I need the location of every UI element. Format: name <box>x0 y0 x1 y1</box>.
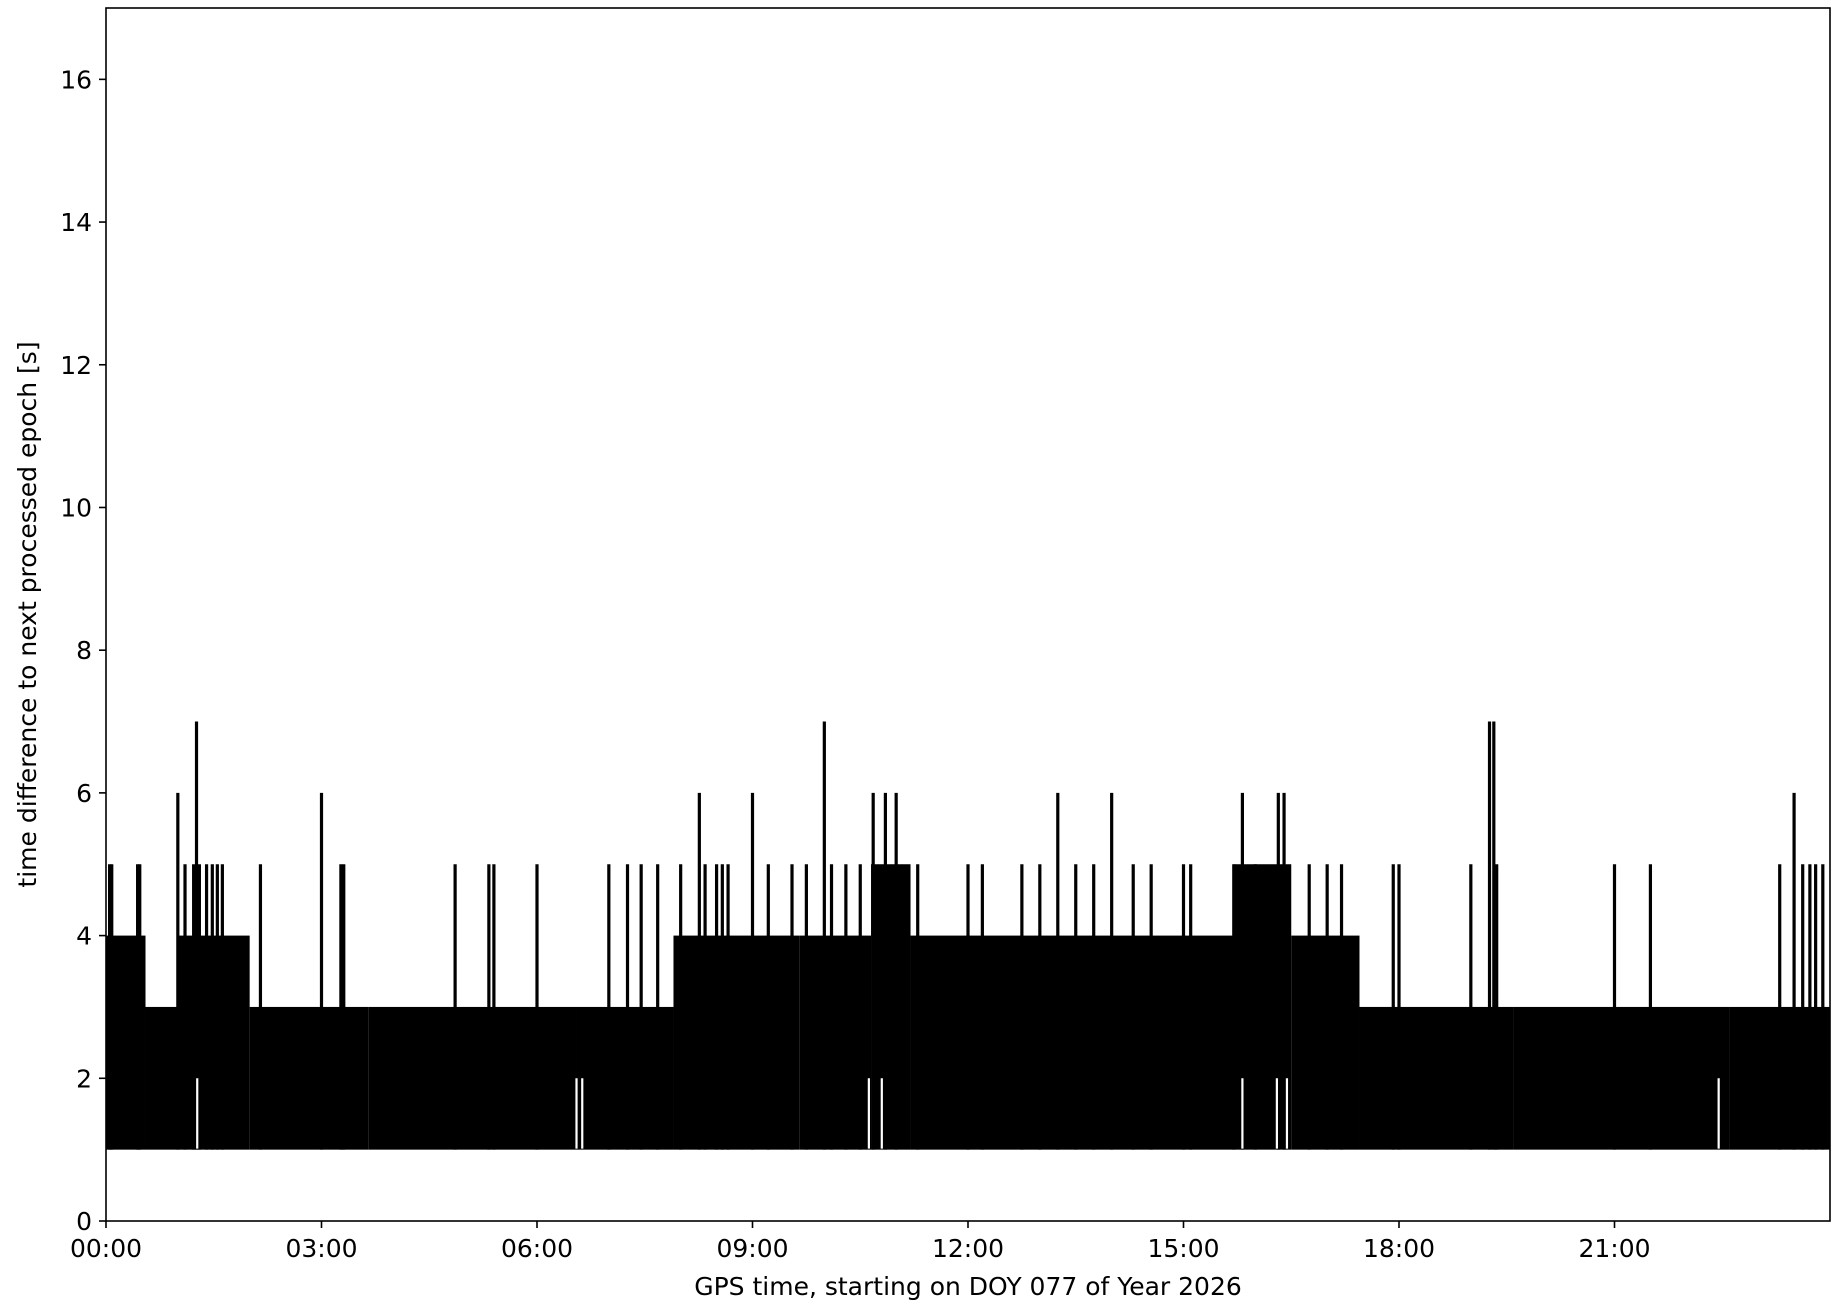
data-band-9 <box>910 935 968 1150</box>
x-tick-label-7: 21:00 <box>1578 1234 1650 1263</box>
y-axis-label: time difference to next processed epoch … <box>13 341 42 887</box>
y-tick-label-2: 4 <box>76 922 92 951</box>
x-axis-label: GPS time, starting on DOY 077 of Year 20… <box>694 1272 1242 1301</box>
y-axis-ticks: 0 2 4 6 8 10 12 14 16 <box>60 65 106 1236</box>
x-tick-label-0: 00:00 <box>70 1234 142 1263</box>
y-tick-label-4: 8 <box>76 636 92 665</box>
x-axis-ticks: 00:00 03:00 06:00 09:00 12:00 15:00 18:00 21:00 <box>70 1221 1651 1263</box>
x-tick-label-1: 03:00 <box>285 1234 357 1263</box>
data-band-10 <box>968 935 1234 1150</box>
y-tick-label-6: 12 <box>60 351 92 380</box>
data-band-6 <box>673 935 800 1150</box>
data-band-1 <box>145 1006 178 1150</box>
data-band-14 <box>1513 1006 1730 1150</box>
y-tick-label-7: 14 <box>60 208 92 237</box>
x-tick-label-4: 12:00 <box>932 1234 1004 1263</box>
x-tick-label-2: 06:00 <box>501 1234 573 1263</box>
x-tick-label-3: 09:00 <box>716 1234 788 1263</box>
data-band-4 <box>368 1006 577 1150</box>
x-tick-label-6: 18:00 <box>1363 1234 1435 1263</box>
y-tick-label-5: 10 <box>60 493 92 522</box>
data-band-12 <box>1291 935 1360 1150</box>
x-tick-label-5: 15:00 <box>1147 1234 1219 1263</box>
data-band-3 <box>249 1006 369 1150</box>
y-tick-label-0: 0 <box>76 1207 92 1236</box>
data-series-layer <box>106 721 1830 1150</box>
y-tick-label-8: 16 <box>60 65 92 94</box>
y-tick-label-3: 6 <box>76 779 92 808</box>
y-tick-label-1: 2 <box>76 1064 92 1093</box>
data-band-8 <box>871 864 911 1150</box>
